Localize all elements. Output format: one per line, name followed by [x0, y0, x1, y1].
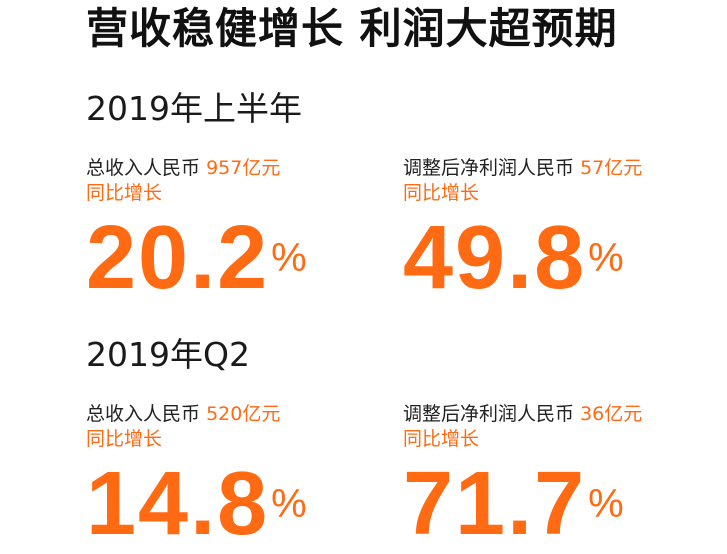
- metric-amount: 36亿元: [580, 403, 643, 425]
- metric-change-label: 同比增长: [86, 182, 163, 204]
- percent-sign: %: [588, 236, 624, 280]
- period-title-q2-2019: 2019年Q2: [86, 335, 250, 374]
- percent-sign: %: [271, 236, 307, 280]
- metric-label: 总收入人民币: [86, 403, 201, 425]
- percent-sign: %: [271, 482, 307, 526]
- metric-change-label: 同比增长: [403, 182, 480, 204]
- metric-label-line: 总收入人民币 957亿元: [86, 156, 386, 181]
- metric-change-label: 同比增长: [86, 428, 163, 450]
- period-title-h1-2019: 2019年上半年: [86, 89, 302, 128]
- headline: 营收稳健增长 利润大超预期: [86, 4, 618, 53]
- metric-label: 总收入人民币: [86, 157, 201, 179]
- metric-number: 71.7: [403, 454, 587, 554]
- metric-amount: 57亿元: [580, 157, 643, 179]
- metric-value: 71.7%: [403, 459, 703, 549]
- metric-number: 49.8: [403, 208, 587, 308]
- metric-adjusted-net-profit-h1: 调整后净利润人民币 57亿元 同比增长 49.8%: [403, 156, 703, 303]
- metric-amount: 520亿元: [206, 403, 281, 425]
- metric-value: 49.8%: [403, 213, 703, 303]
- metric-value: 20.2%: [86, 213, 386, 303]
- metric-label-line: 调整后净利润人民币 57亿元: [403, 156, 703, 181]
- metric-label: 调整后净利润人民币: [403, 157, 575, 179]
- percent-sign: %: [588, 482, 624, 526]
- metric-label-line: 总收入人民币 520亿元: [86, 402, 386, 427]
- metric-number: 20.2: [86, 208, 270, 308]
- metric-change-label: 同比增长: [403, 428, 480, 450]
- metric-value: 14.8%: [86, 459, 386, 549]
- metric-number: 14.8: [86, 454, 270, 554]
- metric-label: 调整后净利润人民币: [403, 403, 575, 425]
- metric-amount: 957亿元: [206, 157, 281, 179]
- metric-adjusted-net-profit-q2: 调整后净利润人民币 36亿元 同比增长 71.7%: [403, 402, 703, 549]
- metric-total-revenue-h1: 总收入人民币 957亿元 同比增长 20.2%: [86, 156, 386, 303]
- metric-label-line: 调整后净利润人民币 36亿元: [403, 402, 703, 427]
- metric-total-revenue-q2: 总收入人民币 520亿元 同比增长 14.8%: [86, 402, 386, 549]
